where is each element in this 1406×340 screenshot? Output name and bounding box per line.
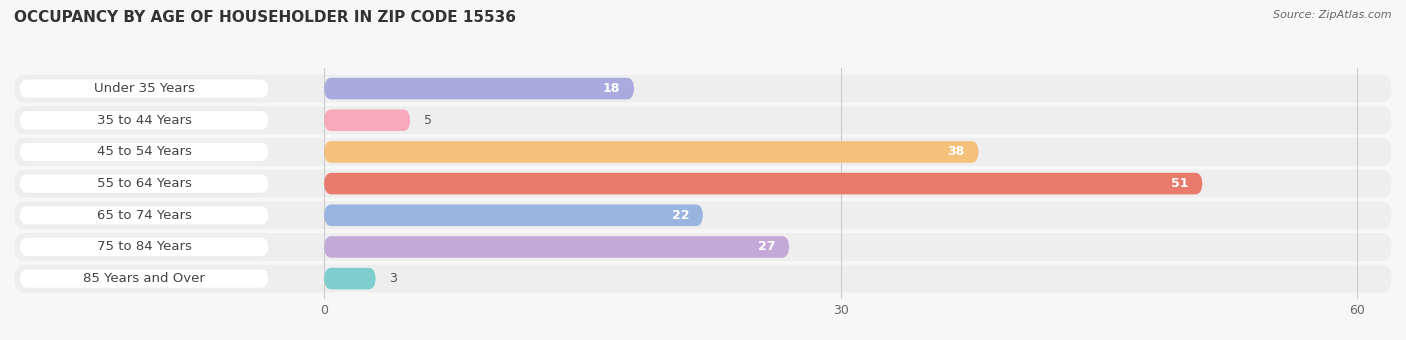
FancyBboxPatch shape [20, 238, 269, 256]
Text: 27: 27 [758, 240, 775, 253]
Text: 18: 18 [603, 82, 620, 95]
FancyBboxPatch shape [14, 170, 1392, 198]
Text: 3: 3 [389, 272, 398, 285]
Text: 22: 22 [672, 209, 689, 222]
Text: OCCUPANCY BY AGE OF HOUSEHOLDER IN ZIP CODE 15536: OCCUPANCY BY AGE OF HOUSEHOLDER IN ZIP C… [14, 10, 516, 25]
Text: 65 to 74 Years: 65 to 74 Years [97, 209, 191, 222]
FancyBboxPatch shape [14, 106, 1392, 134]
FancyBboxPatch shape [20, 80, 269, 98]
FancyBboxPatch shape [20, 270, 269, 288]
FancyBboxPatch shape [14, 201, 1392, 229]
FancyBboxPatch shape [20, 111, 269, 130]
FancyBboxPatch shape [20, 206, 269, 224]
Text: 51: 51 [1171, 177, 1188, 190]
FancyBboxPatch shape [325, 268, 375, 289]
Text: 55 to 64 Years: 55 to 64 Years [97, 177, 191, 190]
Text: 35 to 44 Years: 35 to 44 Years [97, 114, 191, 127]
Text: Source: ZipAtlas.com: Source: ZipAtlas.com [1274, 10, 1392, 20]
FancyBboxPatch shape [325, 236, 789, 258]
FancyBboxPatch shape [20, 174, 269, 193]
FancyBboxPatch shape [14, 75, 1392, 103]
Text: 75 to 84 Years: 75 to 84 Years [97, 240, 191, 253]
Text: 5: 5 [425, 114, 432, 127]
FancyBboxPatch shape [14, 233, 1392, 261]
FancyBboxPatch shape [14, 138, 1392, 166]
Text: 38: 38 [948, 146, 965, 158]
FancyBboxPatch shape [14, 265, 1392, 292]
FancyBboxPatch shape [325, 204, 703, 226]
Text: Under 35 Years: Under 35 Years [94, 82, 194, 95]
FancyBboxPatch shape [325, 141, 979, 163]
FancyBboxPatch shape [325, 109, 411, 131]
Text: 45 to 54 Years: 45 to 54 Years [97, 146, 191, 158]
FancyBboxPatch shape [325, 78, 634, 99]
FancyBboxPatch shape [20, 143, 269, 161]
Text: 85 Years and Over: 85 Years and Over [83, 272, 205, 285]
FancyBboxPatch shape [325, 173, 1202, 194]
